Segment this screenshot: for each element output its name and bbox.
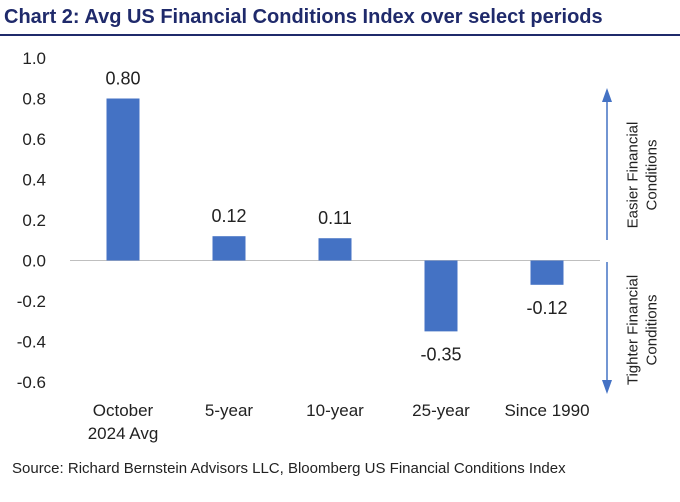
annotation-easier-line: Conditions: [644, 140, 661, 211]
bar: [530, 260, 564, 285]
bar-value-label: 0.80: [105, 69, 140, 89]
y-tick-label: 0.0: [22, 252, 46, 271]
y-tick-label: -0.6: [17, 373, 46, 392]
x-category-label: Since 1990: [504, 401, 589, 420]
bar-value-label: -0.12: [526, 298, 567, 318]
x-category-label: 5-year: [205, 401, 254, 420]
y-tick-label: 0.8: [22, 90, 46, 109]
annotation-tighter-line: Conditions: [644, 295, 661, 366]
x-category-label: 10-year: [306, 401, 364, 420]
bar: [424, 260, 458, 332]
bar: [106, 98, 140, 261]
y-tick-label: 1.0: [22, 49, 46, 68]
y-tick-label: 0.4: [22, 171, 46, 190]
y-tick-label: 0.2: [22, 211, 46, 230]
x-category-label: October: [93, 401, 154, 420]
y-tick-label: -0.4: [17, 333, 46, 352]
annotation-tighter: Tighter Financial Conditions: [625, 275, 661, 385]
chart-title: Chart 2: Avg US Financial Conditions Ind…: [4, 6, 603, 28]
down-arrow-icon: [602, 380, 612, 394]
annotation-easier: Easier Financial Conditions: [625, 122, 661, 229]
x-category-label: 2024 Avg: [88, 424, 159, 443]
y-tick-label: 0.6: [22, 130, 46, 149]
up-arrow-icon: [602, 88, 612, 102]
annotation-easier-line: Easier Financial: [625, 122, 642, 229]
bar: [212, 236, 246, 261]
annotation-tighter-line: Tighter Financial: [625, 275, 642, 385]
title-divider: [0, 34, 680, 36]
source-note: Source: Richard Bernstein Advisors LLC, …: [12, 460, 566, 477]
y-tick-label: -0.2: [17, 292, 46, 311]
bar-value-label: -0.35: [420, 344, 461, 364]
x-category-label: 25-year: [412, 401, 470, 420]
bar-value-label: 0.12: [211, 206, 246, 226]
bar-value-label: 0.11: [318, 208, 352, 228]
bar: [318, 238, 352, 261]
